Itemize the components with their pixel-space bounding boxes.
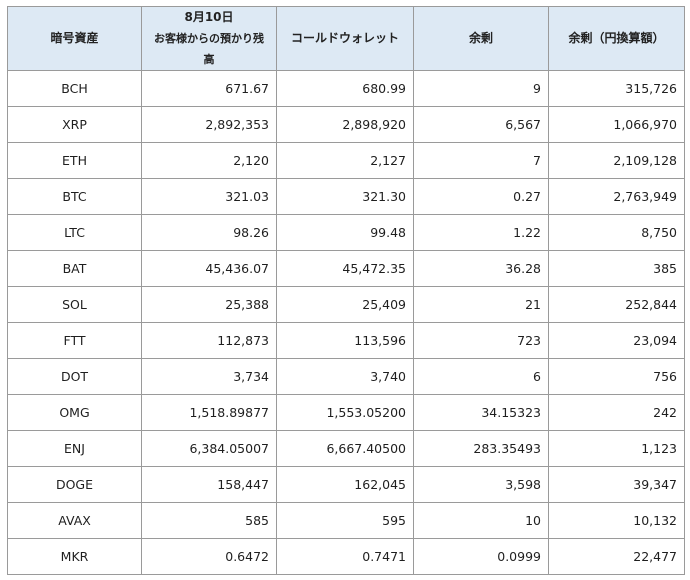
cell-surplus: 10 (413, 502, 549, 539)
header-surplus-jpy-label: 余剰（円換算額） (568, 31, 665, 45)
cell-surplus-jpy: 22,477 (548, 538, 685, 575)
cell-surplus: 0.0999 (413, 538, 549, 575)
cell-cold-wallet: 2,127 (276, 142, 414, 179)
table-row: BTC 321.03 321.30 0.27 2,763,949 (7, 178, 685, 215)
cell-surplus: 0.27 (413, 178, 549, 215)
header-cold-wallet-label: コールドウォレット (290, 31, 399, 45)
cell-surplus-jpy: 10,132 (548, 502, 685, 539)
table-row: SOL 25,388 25,409 21 252,844 (7, 286, 685, 323)
cell-symbol: ENJ (7, 430, 142, 467)
cell-cold-wallet: 162,045 (276, 466, 414, 503)
cell-symbol: ETH (7, 142, 142, 179)
cell-customer-balance: 6,384.05007 (141, 430, 277, 467)
cell-symbol: SOL (7, 286, 142, 323)
cell-cold-wallet: 680.99 (276, 70, 414, 107)
header-row: 暗号資産 8月10日 お客様からの預かり残高 コールドウォレット 余剰 余剰（円… (7, 6, 685, 71)
cell-symbol: FTT (7, 322, 142, 359)
cell-surplus: 36.28 (413, 250, 549, 287)
cell-surplus-jpy: 23,094 (548, 322, 685, 359)
cell-symbol: DOGE (7, 466, 142, 503)
cell-surplus-jpy: 1,066,970 (548, 106, 685, 143)
cell-surplus-jpy: 2,763,949 (548, 178, 685, 215)
cell-customer-balance: 2,120 (141, 142, 277, 179)
table-row: AVAX 585 595 10 10,132 (7, 502, 685, 539)
cell-symbol: BAT (7, 250, 142, 287)
cell-surplus: 1.22 (413, 214, 549, 251)
cell-customer-balance: 158,447 (141, 466, 277, 503)
table-row: ETH 2,120 2,127 7 2,109,128 (7, 142, 685, 179)
table-row: LTC 98.26 99.48 1.22 8,750 (7, 214, 685, 251)
table-header: 暗号資産 8月10日 お客様からの預かり残高 コールドウォレット 余剰 余剰（円… (7, 6, 685, 71)
cell-cold-wallet: 0.7471 (276, 538, 414, 575)
cell-surplus-jpy: 242 (548, 394, 685, 431)
cell-symbol: LTC (7, 214, 142, 251)
cell-customer-balance: 3,734 (141, 358, 277, 395)
crypto-holdings-table: 暗号資産 8月10日 お客様からの預かり残高 コールドウォレット 余剰 余剰（円… (7, 6, 685, 575)
table-row: BAT 45,436.07 45,472.35 36.28 385 (7, 250, 685, 287)
cell-surplus: 283.35493 (413, 430, 549, 467)
cell-surplus: 9 (413, 70, 549, 107)
cell-customer-balance: 0.6472 (141, 538, 277, 575)
cell-surplus-jpy: 2,109,128 (548, 142, 685, 179)
cell-surplus-jpy: 39,347 (548, 466, 685, 503)
cell-surplus-jpy: 252,844 (548, 286, 685, 323)
header-surplus: 余剰 (413, 6, 549, 71)
header-customer-balance: 8月10日 お客様からの預かり残高 (141, 6, 277, 71)
header-cold-wallet: コールドウォレット (276, 6, 414, 71)
cell-customer-balance: 585 (141, 502, 277, 539)
cell-symbol: BTC (7, 178, 142, 215)
table-row: FTT 112,873 113,596 723 23,094 (7, 322, 685, 359)
cell-cold-wallet: 99.48 (276, 214, 414, 251)
cell-symbol: OMG (7, 394, 142, 431)
header-symbol: 暗号資産 (7, 6, 142, 71)
cell-surplus: 3,598 (413, 466, 549, 503)
cell-customer-balance: 98.26 (141, 214, 277, 251)
cell-cold-wallet: 45,472.35 (276, 250, 414, 287)
cell-cold-wallet: 321.30 (276, 178, 414, 215)
cell-surplus: 34.15323 (413, 394, 549, 431)
cell-surplus-jpy: 8,750 (548, 214, 685, 251)
header-symbol-label: 暗号資産 (50, 31, 99, 45)
cell-cold-wallet: 113,596 (276, 322, 414, 359)
cell-cold-wallet: 2,898,920 (276, 106, 414, 143)
table-body: BCH 671.67 680.99 9 315,726 XRP 2,892,353 2,898… (7, 70, 685, 575)
cell-customer-balance: 321.03 (141, 178, 277, 215)
cell-symbol: AVAX (7, 502, 142, 539)
header-surplus-jpy: 余剰（円換算額） (548, 6, 685, 71)
cell-cold-wallet: 6,667.40500 (276, 430, 414, 467)
cell-customer-balance: 25,388 (141, 286, 277, 323)
table-row: XRP 2,892,353 2,898,920 6,567 1,066,970 (7, 106, 685, 143)
cell-surplus: 723 (413, 322, 549, 359)
header-customer-label: お客様からの預かり残高 (154, 32, 264, 66)
cell-cold-wallet: 595 (276, 502, 414, 539)
cell-surplus: 6 (413, 358, 549, 395)
table-row: DOGE 158,447 162,045 3,598 39,347 (7, 466, 685, 503)
table-row: OMG 1,518.89877 1,553.05200 34.15323 242 (7, 394, 685, 431)
cell-customer-balance: 2,892,353 (141, 106, 277, 143)
table-row: ENJ 6,384.05007 6,667.40500 283.35493 1,123 (7, 430, 685, 467)
cell-surplus-jpy: 315,726 (548, 70, 685, 107)
cell-cold-wallet: 3,740 (276, 358, 414, 395)
cell-surplus-jpy: 756 (548, 358, 685, 395)
cell-symbol: BCH (7, 70, 142, 107)
cell-symbol: XRP (7, 106, 142, 143)
table-row: BCH 671.67 680.99 9 315,726 (7, 70, 685, 107)
header-customer-date: 8月10日 (184, 10, 234, 24)
cell-surplus: 6,567 (413, 106, 549, 143)
cell-customer-balance: 112,873 (141, 322, 277, 359)
cell-customer-balance: 45,436.07 (141, 250, 277, 287)
cell-customer-balance: 671.67 (141, 70, 277, 107)
table-row: DOT 3,734 3,740 6 756 (7, 358, 685, 395)
cell-customer-balance: 1,518.89877 (141, 394, 277, 431)
header-surplus-label: 余剰 (468, 31, 493, 45)
cell-cold-wallet: 25,409 (276, 286, 414, 323)
cell-surplus: 7 (413, 142, 549, 179)
table-row: MKR 0.6472 0.7471 0.0999 22,477 (7, 538, 685, 575)
cell-surplus-jpy: 385 (548, 250, 685, 287)
cell-symbol: MKR (7, 538, 142, 575)
cell-cold-wallet: 1,553.05200 (276, 394, 414, 431)
cell-surplus-jpy: 1,123 (548, 430, 685, 467)
cell-symbol: DOT (7, 358, 142, 395)
cell-surplus: 21 (413, 286, 549, 323)
